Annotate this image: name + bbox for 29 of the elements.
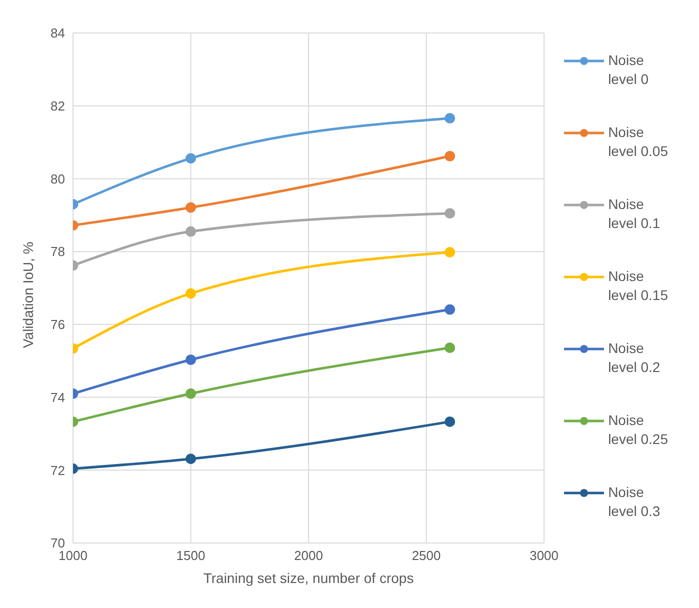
legend-label: Noise level 0.05 [608,123,668,161]
x-tick-label: 1000 [58,548,88,564]
y-tick-label: 70 [50,536,65,551]
point [444,112,456,124]
legend-label: Noise level 0.15 [608,267,668,305]
x-tick-label: 2000 [294,548,323,564]
point [444,150,456,162]
y-tick-label: 78 [50,244,65,260]
point [444,342,456,353]
x-tick-label: 1500 [176,548,206,564]
y-tick-label: 80 [50,171,65,186]
legend-label: Noise level 0.25 [608,411,668,449]
point [444,208,456,219]
point [444,304,456,315]
legend-label: Noise level 0.1 [608,195,660,233]
y-tick-label: 72 [50,462,65,478]
legend-label: Noise level 0.3 [608,483,660,521]
x-axis-title: Training set size, number of crops [203,570,414,586]
y-axis-title: Validation IoU, % [20,242,36,348]
point [444,247,456,258]
x-tick-label: 3000 [530,548,559,564]
legend-label: Noise level 0.2 [608,339,660,377]
point [444,416,456,427]
y-tick-label: 82 [50,98,65,114]
legend-label: Noise level 0 [608,51,649,89]
y-tick-label: 84 [50,26,65,41]
y-tick-label: 76 [50,317,65,332]
y-tick-label: 74 [50,390,65,405]
x-tick-label: 2500 [412,548,441,564]
